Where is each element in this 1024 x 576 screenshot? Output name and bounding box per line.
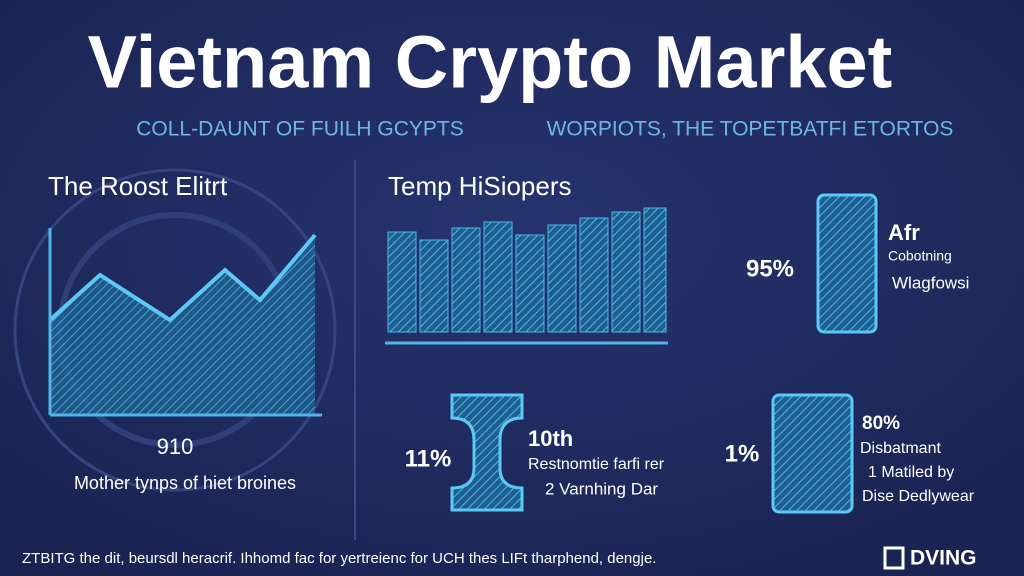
stat-title: 10th	[528, 426, 573, 451]
stat-shape	[450, 393, 524, 512]
stat-shape	[771, 393, 854, 514]
panel-title: Temp HiSiopers	[388, 171, 572, 201]
subtitle-right: WORPIOTS, THE TOPETBATFI ETORTOS	[547, 118, 954, 141]
stat-line: Wlagfowsi	[892, 273, 969, 292]
caption: Mother tynps of hiet broines	[74, 473, 296, 493]
line	[48, 233, 317, 323]
stat-line: Disbatmant	[860, 440, 941, 457]
stat-value: 1%	[725, 440, 760, 467]
logo: DVING	[910, 547, 977, 570]
stat-title: Afr	[888, 220, 920, 245]
stat-line: 1 Matiled by	[868, 464, 954, 481]
subtitle-left: COLL-DAUNT OF FUILH GCYPTS	[136, 118, 464, 141]
title: Vietnam Crypto Market	[88, 21, 893, 104]
stat-line: Dise Dedlywear	[862, 488, 975, 505]
stat-value: 95%	[746, 255, 794, 282]
bars	[387, 207, 667, 333]
area	[50, 235, 315, 415]
decor-ring	[13, 168, 337, 492]
stat-line: Cobotning	[888, 248, 952, 264]
stat-line: Restnomtie farfi rer	[528, 456, 665, 473]
center-label: 910	[157, 434, 194, 459]
stat-shape	[816, 193, 878, 334]
stat-line: 2 Varnhing Dar	[545, 479, 658, 498]
footer-text: ZTBITG the dit, beursdl heracrif. Ihhomd…	[22, 550, 656, 567]
logo-icon	[883, 546, 905, 570]
panel-title: The Roost Elitrt	[48, 171, 228, 201]
stat-value: 11%	[405, 445, 452, 472]
stat-title: 80%	[862, 413, 900, 434]
